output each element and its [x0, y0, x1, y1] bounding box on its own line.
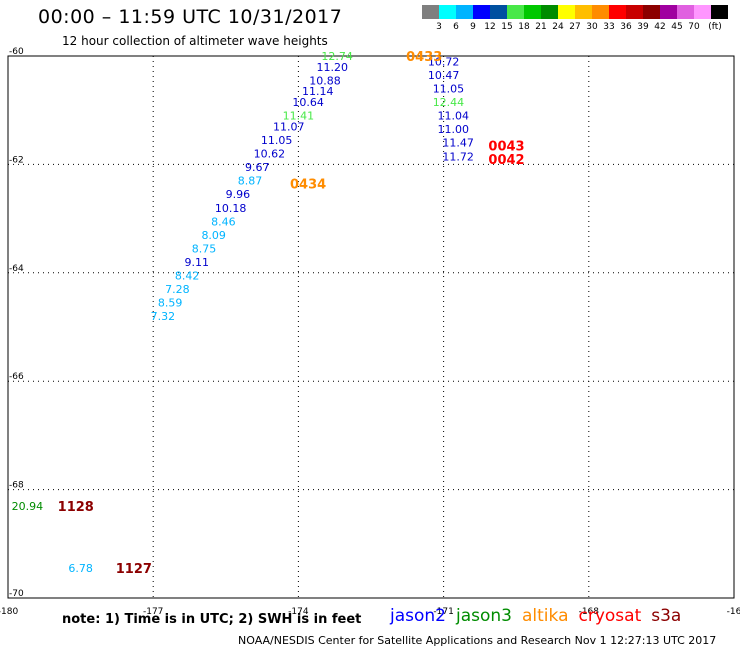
mission-jason2: jason2	[390, 606, 446, 626]
legend-label: 30	[586, 22, 598, 32]
wave-height-label: 11.04	[438, 110, 470, 123]
legend-label: 9	[470, 22, 476, 32]
wave-height-label: 11.14	[302, 85, 334, 98]
legend-swatch	[490, 5, 507, 19]
legend-label: 3	[436, 22, 442, 32]
mission-s3a: s3a	[651, 606, 682, 626]
legend-label: 21	[535, 22, 547, 32]
legend-swatch	[660, 5, 677, 19]
wave-height-label: 8.75	[192, 242, 217, 255]
legend-swatch	[422, 5, 439, 19]
map-title: 00:00 – 11:59 UTC 10/31/2017	[38, 6, 343, 28]
x-tick-label: -174	[288, 607, 309, 617]
legend-swatch	[456, 5, 473, 19]
legend-swatch	[626, 5, 643, 19]
wave-height-label: 10.18	[215, 202, 247, 215]
legend-label: 36	[620, 22, 632, 32]
map-frame	[7, 55, 735, 599]
wave-height-label: 11.05	[433, 83, 465, 96]
legend-label: 33	[603, 22, 615, 32]
pass-time-label: 0433	[406, 50, 442, 65]
wave-height-label: 10.62	[254, 148, 286, 161]
units-note: note: 1) Time is in UTC; 2) SWH is in fe…	[62, 612, 362, 627]
pass-time-label: 1128	[58, 500, 94, 515]
mission-cryosat: cryosat	[578, 606, 642, 626]
legend-label: 6	[453, 22, 459, 32]
wave-height-label: 11.41	[283, 110, 315, 123]
pass-time-label: 0042	[488, 153, 524, 168]
wave-height-label: 10.47	[428, 69, 460, 82]
legend-swatch	[643, 5, 660, 19]
x-tick-label: -177	[143, 607, 163, 617]
wave-height-label: 9.11	[185, 256, 210, 269]
legend-label: 18	[518, 22, 530, 32]
legend-swatch	[473, 5, 490, 19]
wave-height-label: 10.64	[292, 96, 324, 109]
wave-height-label: 7.32	[151, 310, 176, 323]
wave-height-label: 9.67	[245, 161, 270, 174]
y-tick-label: -70	[9, 589, 24, 599]
legend-swatch	[677, 5, 694, 19]
wave-height-label: 11.05	[261, 134, 293, 147]
wave-height-label: 8.87	[238, 175, 263, 188]
x-tick-label: -171	[433, 607, 453, 617]
wave-height-label: 11.00	[438, 123, 470, 136]
pass-time-label: 0434	[290, 177, 326, 192]
wave-height-label: 12.44	[433, 96, 465, 109]
legend-label: 42	[654, 22, 666, 32]
legend-swatch	[439, 5, 456, 19]
y-tick-label: -60	[9, 47, 24, 57]
y-tick-label: -62	[9, 155, 24, 165]
y-tick-label: -64	[9, 264, 24, 274]
pass-time-label: 1127	[116, 562, 152, 577]
x-tick-label: -180	[0, 607, 18, 617]
wave-height-label: 20.94	[12, 500, 44, 513]
wave-height-label: 11.72	[442, 150, 474, 163]
y-tick-label: -68	[9, 481, 24, 491]
mission-altika: altika	[522, 606, 569, 626]
pass-time-label: 0043	[488, 139, 524, 154]
legend-swatch	[609, 5, 626, 19]
x-tick-label: -16	[727, 607, 740, 617]
legend-swatch	[592, 5, 609, 19]
y-tick-label: -66	[9, 372, 24, 382]
wave-height-label: 11.07	[273, 120, 305, 133]
wave-height-label: 10.88	[309, 74, 341, 87]
mission-jason3: jason3	[456, 606, 512, 626]
legend-swatches	[422, 5, 728, 19]
legend-swatch	[541, 5, 558, 19]
legend-label: (ft)	[708, 22, 722, 32]
wave-height-label: 8.09	[201, 229, 226, 242]
legend-label: 27	[569, 22, 581, 32]
legend-swatch	[711, 5, 728, 19]
wave-height-label: 6.78	[68, 562, 93, 575]
wave-height-label: 7.28	[165, 283, 190, 296]
legend-swatch	[694, 5, 711, 19]
mission-legend: jason2 jason3 altika cryosat s3a	[390, 606, 691, 626]
legend-label: 45	[671, 22, 683, 32]
color-scale-legend: 3 6 9 12 15 18 21 24 27 30 33 36 39 42 45 70 (ft)	[422, 5, 728, 32]
map-subtitle: 12 hour collection of altimeter wave hei…	[62, 34, 328, 48]
legend-label: 12	[484, 22, 496, 32]
wave-height-label: 8.46	[211, 215, 236, 228]
wave-height-label: 10.72	[428, 55, 460, 68]
credit-line: NOAA/NESDIS Center for Satellite Applica…	[238, 634, 717, 647]
wave-height-label: 8.59	[158, 297, 183, 310]
wave-height-label: 12.74	[321, 50, 353, 63]
legend-swatch	[507, 5, 524, 19]
wave-height-label: 11.47	[442, 137, 474, 150]
legend-labels: 3 6 9 12 15 18 21 24 27 30 33 36 39 42 45 70 (ft)	[422, 22, 740, 36]
x-tick-label: -168	[579, 607, 600, 617]
wave-height-label: 9.96	[226, 188, 251, 201]
legend-label: 15	[501, 22, 513, 32]
wave-height-label: 11.20	[317, 61, 349, 74]
legend-swatch	[558, 5, 575, 19]
legend-label: 39	[637, 22, 649, 32]
legend-swatch	[524, 5, 541, 19]
legend-label: 24	[552, 22, 564, 32]
legend-swatch	[575, 5, 592, 19]
wave-height-label: 8.42	[175, 270, 200, 283]
legend-label: 70	[688, 22, 700, 32]
